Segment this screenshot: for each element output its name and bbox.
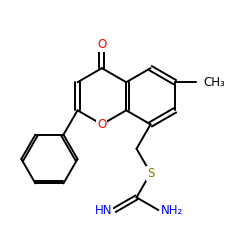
Text: O: O <box>97 118 106 131</box>
Text: S: S <box>147 166 154 179</box>
Text: HN: HN <box>95 204 112 216</box>
Text: CH₃: CH₃ <box>203 76 225 89</box>
Text: NH₂: NH₂ <box>161 204 183 216</box>
Text: O: O <box>97 38 106 52</box>
